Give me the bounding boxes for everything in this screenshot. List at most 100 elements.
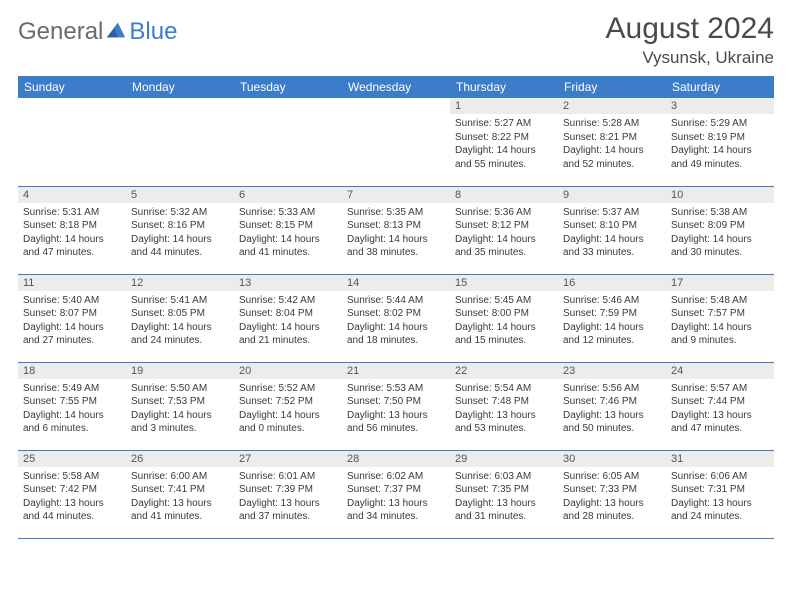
brand-logo: General Blue xyxy=(18,12,177,46)
calendar-day: 7Sunrise: 5:35 AMSunset: 8:13 PMDaylight… xyxy=(342,186,450,274)
calendar-day-empty xyxy=(18,98,126,186)
day-number: 29 xyxy=(450,451,558,467)
calendar-day: 4Sunrise: 5:31 AMSunset: 8:18 PMDaylight… xyxy=(18,186,126,274)
calendar-week: 11Sunrise: 5:40 AMSunset: 8:07 PMDayligh… xyxy=(18,274,774,362)
calendar-day: 17Sunrise: 5:48 AMSunset: 7:57 PMDayligh… xyxy=(666,274,774,362)
calendar-week: 25Sunrise: 5:58 AMSunset: 7:42 PMDayligh… xyxy=(18,450,774,538)
day-info: Sunrise: 6:02 AMSunset: 7:37 PMDaylight:… xyxy=(342,467,450,528)
calendar-day: 5Sunrise: 5:32 AMSunset: 8:16 PMDaylight… xyxy=(126,186,234,274)
month-title: August 2024 xyxy=(606,12,774,46)
day-info: Sunrise: 5:58 AMSunset: 7:42 PMDaylight:… xyxy=(18,467,126,528)
day-info: Sunrise: 5:49 AMSunset: 7:55 PMDaylight:… xyxy=(18,379,126,440)
day-number: 25 xyxy=(18,451,126,467)
location: Vysunsk, Ukraine xyxy=(606,48,774,68)
calendar-day: 15Sunrise: 5:45 AMSunset: 8:00 PMDayligh… xyxy=(450,274,558,362)
day-number: 17 xyxy=(666,275,774,291)
calendar-week: 1Sunrise: 5:27 AMSunset: 8:22 PMDaylight… xyxy=(18,98,774,186)
day-number: 11 xyxy=(18,275,126,291)
calendar-day: 9Sunrise: 5:37 AMSunset: 8:10 PMDaylight… xyxy=(558,186,666,274)
day-number: 7 xyxy=(342,187,450,203)
day-info: Sunrise: 5:28 AMSunset: 8:21 PMDaylight:… xyxy=(558,114,666,175)
day-info: Sunrise: 5:33 AMSunset: 8:15 PMDaylight:… xyxy=(234,203,342,264)
day-info: Sunrise: 6:03 AMSunset: 7:35 PMDaylight:… xyxy=(450,467,558,528)
day-info: Sunrise: 5:56 AMSunset: 7:46 PMDaylight:… xyxy=(558,379,666,440)
calendar-day: 23Sunrise: 5:56 AMSunset: 7:46 PMDayligh… xyxy=(558,362,666,450)
calendar-day: 16Sunrise: 5:46 AMSunset: 7:59 PMDayligh… xyxy=(558,274,666,362)
day-info: Sunrise: 5:31 AMSunset: 8:18 PMDaylight:… xyxy=(18,203,126,264)
day-info: Sunrise: 5:54 AMSunset: 7:48 PMDaylight:… xyxy=(450,379,558,440)
day-info: Sunrise: 5:36 AMSunset: 8:12 PMDaylight:… xyxy=(450,203,558,264)
weekday-row: SundayMondayTuesdayWednesdayThursdayFrid… xyxy=(18,76,774,98)
calendar-day: 11Sunrise: 5:40 AMSunset: 8:07 PMDayligh… xyxy=(18,274,126,362)
day-info: Sunrise: 5:50 AMSunset: 7:53 PMDaylight:… xyxy=(126,379,234,440)
day-info: Sunrise: 5:41 AMSunset: 8:05 PMDaylight:… xyxy=(126,291,234,352)
weekday-header: Thursday xyxy=(450,76,558,98)
day-info: Sunrise: 6:05 AMSunset: 7:33 PMDaylight:… xyxy=(558,467,666,528)
day-info: Sunrise: 5:35 AMSunset: 8:13 PMDaylight:… xyxy=(342,203,450,264)
calendar-day: 24Sunrise: 5:57 AMSunset: 7:44 PMDayligh… xyxy=(666,362,774,450)
day-info: Sunrise: 5:44 AMSunset: 8:02 PMDaylight:… xyxy=(342,291,450,352)
day-number: 5 xyxy=(126,187,234,203)
day-info: Sunrise: 5:32 AMSunset: 8:16 PMDaylight:… xyxy=(126,203,234,264)
day-info: Sunrise: 5:53 AMSunset: 7:50 PMDaylight:… xyxy=(342,379,450,440)
calendar-day-empty xyxy=(342,98,450,186)
day-info: Sunrise: 6:01 AMSunset: 7:39 PMDaylight:… xyxy=(234,467,342,528)
calendar-week: 4Sunrise: 5:31 AMSunset: 8:18 PMDaylight… xyxy=(18,186,774,274)
calendar-body: 1Sunrise: 5:27 AMSunset: 8:22 PMDaylight… xyxy=(18,98,774,538)
day-info: Sunrise: 5:42 AMSunset: 8:04 PMDaylight:… xyxy=(234,291,342,352)
day-number: 14 xyxy=(342,275,450,291)
calendar-day: 13Sunrise: 5:42 AMSunset: 8:04 PMDayligh… xyxy=(234,274,342,362)
day-info: Sunrise: 5:46 AMSunset: 7:59 PMDaylight:… xyxy=(558,291,666,352)
calendar-day: 18Sunrise: 5:49 AMSunset: 7:55 PMDayligh… xyxy=(18,362,126,450)
day-number: 21 xyxy=(342,363,450,379)
day-number: 18 xyxy=(18,363,126,379)
calendar-day-empty xyxy=(126,98,234,186)
day-info: Sunrise: 5:27 AMSunset: 8:22 PMDaylight:… xyxy=(450,114,558,175)
calendar-day: 2Sunrise: 5:28 AMSunset: 8:21 PMDaylight… xyxy=(558,98,666,186)
weekday-header: Monday xyxy=(126,76,234,98)
calendar-day: 20Sunrise: 5:52 AMSunset: 7:52 PMDayligh… xyxy=(234,362,342,450)
brand-part2: Blue xyxy=(129,18,177,46)
calendar-day: 26Sunrise: 6:00 AMSunset: 7:41 PMDayligh… xyxy=(126,450,234,538)
day-info: Sunrise: 5:38 AMSunset: 8:09 PMDaylight:… xyxy=(666,203,774,264)
calendar-day: 28Sunrise: 6:02 AMSunset: 7:37 PMDayligh… xyxy=(342,450,450,538)
title-block: August 2024 Vysunsk, Ukraine xyxy=(606,12,774,68)
day-number: 6 xyxy=(234,187,342,203)
weekday-header: Wednesday xyxy=(342,76,450,98)
day-info: Sunrise: 5:37 AMSunset: 8:10 PMDaylight:… xyxy=(558,203,666,264)
day-info: Sunrise: 6:06 AMSunset: 7:31 PMDaylight:… xyxy=(666,467,774,528)
calendar-day: 27Sunrise: 6:01 AMSunset: 7:39 PMDayligh… xyxy=(234,450,342,538)
brand-part1: General xyxy=(18,18,103,46)
day-number: 16 xyxy=(558,275,666,291)
calendar-day: 29Sunrise: 6:03 AMSunset: 7:35 PMDayligh… xyxy=(450,450,558,538)
day-number: 30 xyxy=(558,451,666,467)
calendar-day: 31Sunrise: 6:06 AMSunset: 7:31 PMDayligh… xyxy=(666,450,774,538)
weekday-header: Friday xyxy=(558,76,666,98)
calendar-day: 19Sunrise: 5:50 AMSunset: 7:53 PMDayligh… xyxy=(126,362,234,450)
calendar-day: 12Sunrise: 5:41 AMSunset: 8:05 PMDayligh… xyxy=(126,274,234,362)
day-info: Sunrise: 5:40 AMSunset: 8:07 PMDaylight:… xyxy=(18,291,126,352)
day-number: 2 xyxy=(558,98,666,114)
day-info: Sunrise: 5:45 AMSunset: 8:00 PMDaylight:… xyxy=(450,291,558,352)
day-info: Sunrise: 5:52 AMSunset: 7:52 PMDaylight:… xyxy=(234,379,342,440)
calendar-head: SundayMondayTuesdayWednesdayThursdayFrid… xyxy=(18,76,774,98)
day-info: Sunrise: 5:57 AMSunset: 7:44 PMDaylight:… xyxy=(666,379,774,440)
calendar-day: 1Sunrise: 5:27 AMSunset: 8:22 PMDaylight… xyxy=(450,98,558,186)
calendar-day: 14Sunrise: 5:44 AMSunset: 8:02 PMDayligh… xyxy=(342,274,450,362)
day-number: 31 xyxy=(666,451,774,467)
weekday-header: Tuesday xyxy=(234,76,342,98)
day-number: 13 xyxy=(234,275,342,291)
day-number: 1 xyxy=(450,98,558,114)
calendar-day: 10Sunrise: 5:38 AMSunset: 8:09 PMDayligh… xyxy=(666,186,774,274)
calendar-day: 3Sunrise: 5:29 AMSunset: 8:19 PMDaylight… xyxy=(666,98,774,186)
calendar-day: 30Sunrise: 6:05 AMSunset: 7:33 PMDayligh… xyxy=(558,450,666,538)
day-number: 8 xyxy=(450,187,558,203)
day-number: 3 xyxy=(666,98,774,114)
day-number: 26 xyxy=(126,451,234,467)
day-number: 12 xyxy=(126,275,234,291)
calendar-page: General Blue August 2024 Vysunsk, Ukrain… xyxy=(0,0,792,549)
day-number: 27 xyxy=(234,451,342,467)
day-info: Sunrise: 5:48 AMSunset: 7:57 PMDaylight:… xyxy=(666,291,774,352)
day-number: 4 xyxy=(18,187,126,203)
calendar-day: 21Sunrise: 5:53 AMSunset: 7:50 PMDayligh… xyxy=(342,362,450,450)
